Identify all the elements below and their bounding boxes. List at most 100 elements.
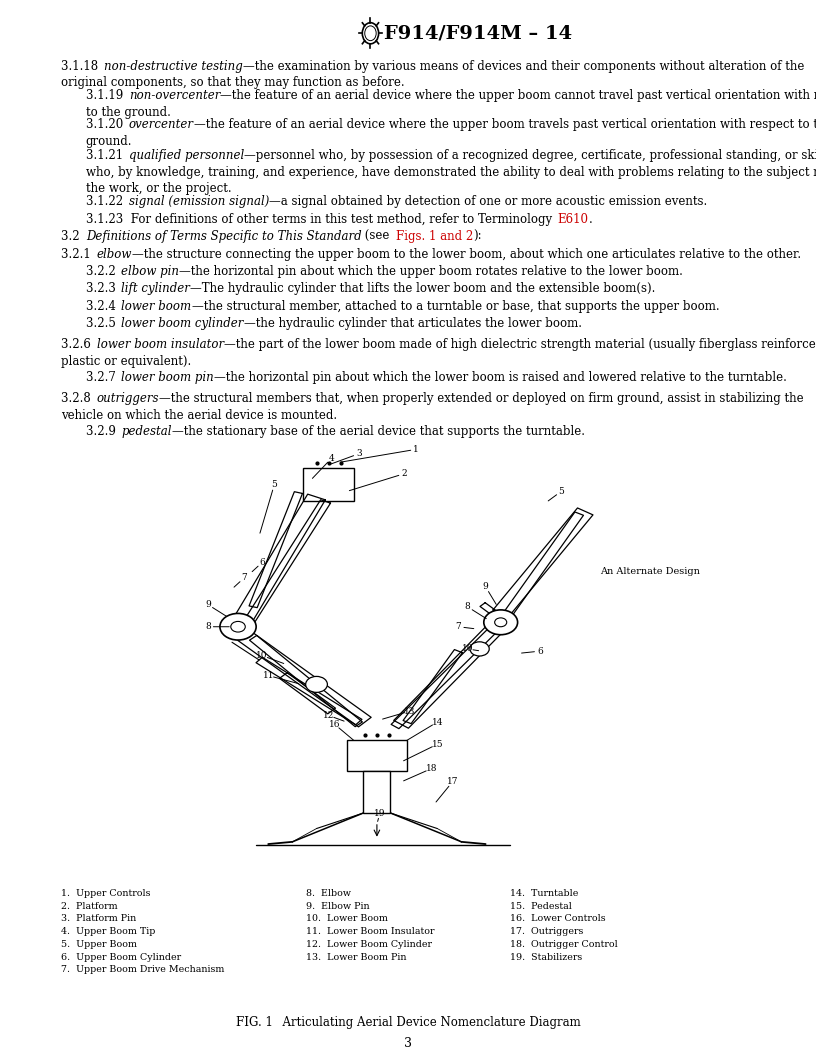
Text: —the examination by various means of devices and their components without altera: —the examination by various means of dev…: [243, 59, 805, 73]
Text: who, by knowledge, training, and experience, have demonstrated the ability to de: who, by knowledge, training, and experie…: [86, 166, 816, 178]
Text: 3.2.2: 3.2.2: [86, 265, 122, 278]
Text: 3.2.6: 3.2.6: [61, 338, 97, 352]
Text: 3.2.8: 3.2.8: [61, 393, 97, 406]
Text: 8: 8: [205, 622, 211, 631]
Text: lower boom: lower boom: [122, 300, 192, 313]
Text: 3.2.9: 3.2.9: [86, 425, 122, 437]
Text: —the stationary base of the aerial device that supports the turntable.: —the stationary base of the aerial devic…: [172, 425, 585, 437]
Text: 5: 5: [272, 480, 277, 489]
Text: 19.  Stabilizers: 19. Stabilizers: [510, 953, 583, 962]
Text: —the structural member, attached to a turntable or base, that supports the upper: —the structural member, attached to a tu…: [192, 300, 719, 313]
Text: elbow: elbow: [97, 248, 132, 261]
Text: 3.1.23  For definitions of other terms in this test method, refer to Terminology: 3.1.23 For definitions of other terms in…: [86, 213, 557, 226]
Text: original components, so that they may function as before.: original components, so that they may fu…: [61, 76, 405, 89]
Text: 3.2: 3.2: [61, 230, 86, 243]
Text: 3: 3: [404, 1037, 412, 1050]
Text: outriggers: outriggers: [97, 393, 159, 406]
Text: Definitions of Terms Specific to This Standard: Definitions of Terms Specific to This St…: [86, 230, 361, 243]
Text: 14.  Turntable: 14. Turntable: [510, 889, 579, 899]
Text: 3.2.5: 3.2.5: [86, 317, 122, 331]
Text: 3: 3: [356, 449, 361, 458]
Text: 5: 5: [558, 487, 564, 496]
Text: 12: 12: [323, 711, 335, 720]
Text: —The hydraulic cylinder that lifts the lower boom and the extensible boom(s).: —The hydraulic cylinder that lifts the l…: [190, 282, 656, 296]
Text: 9.  Elbow Pin: 9. Elbow Pin: [306, 902, 370, 911]
Text: —the horizontal pin about which the upper boom rotates relative to the lower boo: —the horizontal pin about which the uppe…: [180, 265, 683, 278]
Text: 8.  Elbow: 8. Elbow: [306, 889, 351, 899]
Text: (see: (see: [361, 230, 396, 243]
Bar: [363, 771, 391, 813]
Text: 3.1.22: 3.1.22: [86, 194, 129, 208]
Text: —personnel who, by possession of a recognized degree, certificate, professional : —personnel who, by possession of a recog…: [244, 149, 816, 163]
Text: 7: 7: [455, 622, 461, 631]
Text: ground.: ground.: [86, 134, 132, 148]
Text: 3.2.3: 3.2.3: [86, 282, 122, 296]
Text: 3.2.7: 3.2.7: [86, 372, 122, 384]
Text: 4.  Upper Boom Tip: 4. Upper Boom Tip: [61, 927, 156, 937]
Text: lift cylinder: lift cylinder: [122, 282, 190, 296]
Text: 5.  Upper Boom: 5. Upper Boom: [61, 940, 137, 949]
Text: —the structure connecting the upper boom to the lower boom, about which one arti: —the structure connecting the upper boom…: [132, 248, 801, 261]
Text: F914/F914M – 14: F914/F914M – 14: [384, 24, 572, 42]
Text: FIG. 1  Articulating Aerial Device Nomenclature Diagram: FIG. 1 Articulating Aerial Device Nomenc…: [236, 1016, 580, 1029]
Text: 6: 6: [259, 558, 265, 567]
Ellipse shape: [484, 610, 517, 635]
Text: 3.2.4: 3.2.4: [86, 300, 122, 313]
Text: 19: 19: [375, 809, 386, 817]
Text: 11.  Lower Boom Insulator: 11. Lower Boom Insulator: [306, 927, 434, 937]
Text: 13: 13: [405, 706, 416, 716]
Text: qualified personnel: qualified personnel: [129, 149, 244, 163]
Text: —the part of the lower boom made of high dielectric strength material (usually f: —the part of the lower boom made of high…: [224, 338, 816, 352]
Text: overcenter: overcenter: [129, 118, 194, 131]
Text: vehicle on which the aerial device is mounted.: vehicle on which the aerial device is mo…: [61, 409, 337, 421]
Text: 17.  Outriggers: 17. Outriggers: [510, 927, 583, 937]
Text: 18.  Outrigger Control: 18. Outrigger Control: [510, 940, 618, 949]
Text: 3.1.19: 3.1.19: [86, 89, 129, 102]
Text: pedestal: pedestal: [122, 425, 172, 437]
Text: 8: 8: [464, 602, 470, 611]
Text: —the structural members that, when properly extended or deployed on firm ground,: —the structural members that, when prope…: [159, 393, 804, 406]
Text: Figs. 1 and 2: Figs. 1 and 2: [396, 230, 472, 243]
Text: —the feature of an aerial device where the upper boom cannot travel past vertica: —the feature of an aerial device where t…: [220, 89, 816, 102]
Text: lower boom insulator: lower boom insulator: [97, 338, 224, 352]
Text: 9: 9: [483, 582, 489, 591]
Text: 10: 10: [256, 652, 268, 660]
Text: 3.1.21: 3.1.21: [86, 149, 129, 163]
Text: 13.  Lower Boom Pin: 13. Lower Boom Pin: [306, 953, 406, 962]
Ellipse shape: [220, 614, 256, 640]
Text: 3.1.20: 3.1.20: [86, 118, 129, 131]
Text: 16.  Lower Controls: 16. Lower Controls: [510, 914, 605, 924]
Bar: [347, 740, 407, 771]
Text: 1: 1: [413, 445, 419, 454]
Text: lower boom pin: lower boom pin: [122, 372, 214, 384]
Text: 3.2.1: 3.2.1: [61, 248, 97, 261]
Text: to the ground.: to the ground.: [86, 106, 171, 118]
Text: ):: ):: [472, 230, 481, 243]
Text: the work, or the project.: the work, or the project.: [86, 182, 231, 195]
Text: 3.1.18: 3.1.18: [61, 59, 104, 73]
Text: plastic or equivalent).: plastic or equivalent).: [61, 355, 192, 367]
Text: E610: E610: [557, 213, 588, 226]
Text: 17: 17: [446, 777, 458, 787]
Bar: [303, 468, 354, 502]
Text: 6.  Upper Boom Cylinder: 6. Upper Boom Cylinder: [61, 953, 181, 962]
Text: 2: 2: [401, 469, 407, 478]
Text: 1.  Upper Controls: 1. Upper Controls: [61, 889, 151, 899]
Text: 9: 9: [205, 600, 211, 609]
Text: —the horizontal pin about which the lower boom is raised and lowered relative to: —the horizontal pin about which the lowe…: [214, 372, 787, 384]
Text: 4: 4: [329, 454, 335, 463]
Text: 15: 15: [432, 740, 443, 749]
Text: An Alternate Design: An Alternate Design: [601, 567, 700, 576]
Text: 6: 6: [537, 646, 543, 656]
Text: non-destructive testing: non-destructive testing: [104, 59, 243, 73]
Text: —the hydraulic cylinder that articulates the lower boom.: —the hydraulic cylinder that articulates…: [244, 317, 582, 331]
Text: signal (emission signal): signal (emission signal): [129, 194, 269, 208]
Ellipse shape: [494, 618, 507, 627]
Text: elbow pin: elbow pin: [122, 265, 180, 278]
Text: 16: 16: [329, 720, 340, 729]
Ellipse shape: [231, 621, 246, 633]
Text: 7: 7: [242, 573, 247, 583]
Text: —a signal obtained by detection of one or more acoustic emission events.: —a signal obtained by detection of one o…: [269, 194, 707, 208]
Text: 14: 14: [432, 718, 443, 727]
Ellipse shape: [470, 642, 490, 656]
